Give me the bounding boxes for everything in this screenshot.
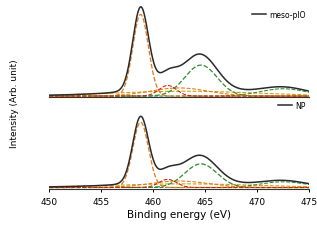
Legend: NP: NP — [276, 100, 307, 112]
Legend: meso-pIO: meso-pIO — [250, 9, 307, 21]
X-axis label: Binding energy (eV): Binding energy (eV) — [127, 209, 231, 219]
Text: Intensity (Arb. unit): Intensity (Arb. unit) — [10, 59, 18, 147]
